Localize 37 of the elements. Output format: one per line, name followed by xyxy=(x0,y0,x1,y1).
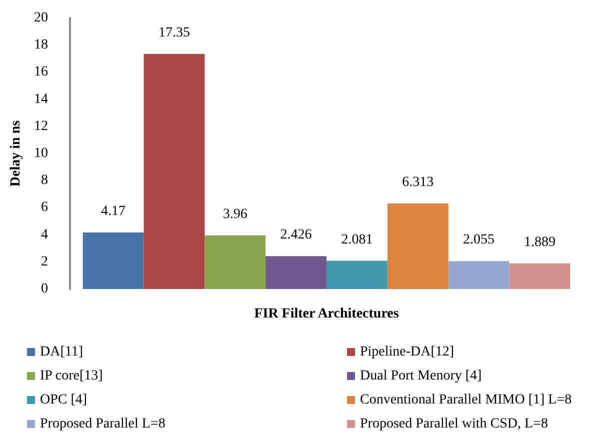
legend-label: IP core[13] xyxy=(40,368,103,384)
data-label: 6.313 xyxy=(402,174,434,190)
y-tick-label: 10 xyxy=(34,146,48,161)
y-tick-label: 2 xyxy=(41,254,48,270)
y-tick-label: 0 xyxy=(41,282,48,296)
bar xyxy=(509,263,570,289)
y-tick-label: 6 xyxy=(41,200,48,216)
y-tick-label: 20 xyxy=(34,10,48,26)
bar xyxy=(82,232,144,289)
y-tick-label: 18 xyxy=(34,38,48,53)
legend-label: DA[11] xyxy=(40,344,84,360)
bar xyxy=(387,203,448,289)
data-label: 17.35 xyxy=(158,25,190,40)
legend-label: Conventional Parallel MIMO [1] L=8 xyxy=(360,392,572,408)
data-label: 2.426 xyxy=(280,228,312,243)
bar xyxy=(448,261,510,289)
y-tick-label: 16 xyxy=(34,64,48,80)
bar xyxy=(204,235,266,289)
y-tick-label: 8 xyxy=(41,173,48,188)
y-axis-title: Delay in ns xyxy=(8,120,24,187)
y-tick-label: 4 xyxy=(41,227,48,242)
legend-label: Dual Port Menory [4] xyxy=(360,368,482,384)
data-label: 3.96 xyxy=(222,206,248,222)
y-tick-label: 14 xyxy=(34,92,48,107)
data-label: 4.17 xyxy=(101,204,126,219)
bar xyxy=(144,54,205,289)
data-label: 2.055 xyxy=(463,232,495,248)
bar xyxy=(266,256,326,289)
x-axis-title: FIR Filter Architectures xyxy=(254,306,400,322)
legend-label: Proposed Parallel L=8 xyxy=(40,416,166,432)
legend-label: Proposed Parallel with CSD, L=8 xyxy=(360,416,548,432)
legend-label: Pipeline-DA[12] xyxy=(360,344,454,360)
data-label: 1.889 xyxy=(524,234,556,250)
y-tick-label: 12 xyxy=(34,118,48,134)
data-label: 2.081 xyxy=(341,232,373,248)
bar xyxy=(326,260,388,289)
legend-label: OPC [4] xyxy=(40,392,88,408)
